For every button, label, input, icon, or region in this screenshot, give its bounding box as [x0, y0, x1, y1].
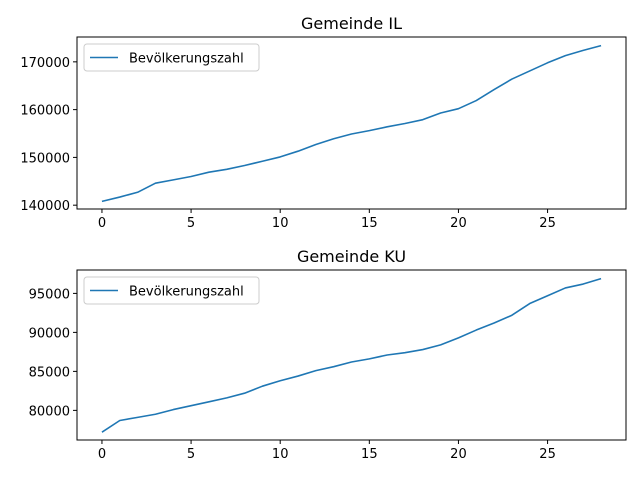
legend-label: Bevölkerungszahl [129, 285, 244, 300]
axes-frame [76, 269, 627, 441]
y-tick-label: 80000 [29, 404, 70, 419]
chart-title: Gemeinde KU [297, 247, 406, 266]
x-tick-label: 10 [272, 216, 289, 231]
x-tick-label: 20 [450, 447, 467, 462]
y-tick-label: 90000 [29, 326, 70, 341]
x-tick-label: 5 [187, 216, 195, 231]
x-tick-label: 15 [361, 216, 378, 231]
subplot-2: Gemeinde KU 0 5 10 15 20 25 80000 85000 90000 9500… [29, 247, 627, 462]
legend-label: Bevölkerungszahl [129, 52, 244, 67]
legend: Bevölkerungszahl [83, 276, 260, 305]
series-line-1 [101, 44, 602, 203]
y-tick-label: 95000 [29, 287, 70, 302]
x-tick-label: 5 [187, 447, 195, 462]
x-tick-label: 10 [272, 447, 289, 462]
x-tick-label: 0 [98, 447, 106, 462]
x-tick-label: 15 [361, 447, 378, 462]
axes-frame [76, 36, 627, 210]
y-tick-label: 160000 [20, 104, 70, 119]
x-tick-label: 20 [450, 216, 467, 231]
series-line-1 [101, 277, 602, 433]
legend-box [83, 276, 260, 305]
y-tick-label: 150000 [20, 151, 70, 166]
y-tick-label: 170000 [20, 56, 70, 71]
legend-box [83, 43, 260, 72]
x-tick-label: 0 [98, 216, 106, 231]
y-tick-label: 140000 [20, 199, 70, 214]
subplot-1: Gemeinde IL 0 5 10 15 20 25 140000 150000 160000 1… [20, 14, 627, 231]
y-tick-label: 85000 [29, 365, 70, 380]
x-tick-label: 25 [539, 447, 556, 462]
chart-title: Gemeinde IL [301, 14, 402, 33]
x-tick-label: 25 [539, 216, 556, 231]
legend: Bevölkerungszahl [83, 43, 260, 72]
